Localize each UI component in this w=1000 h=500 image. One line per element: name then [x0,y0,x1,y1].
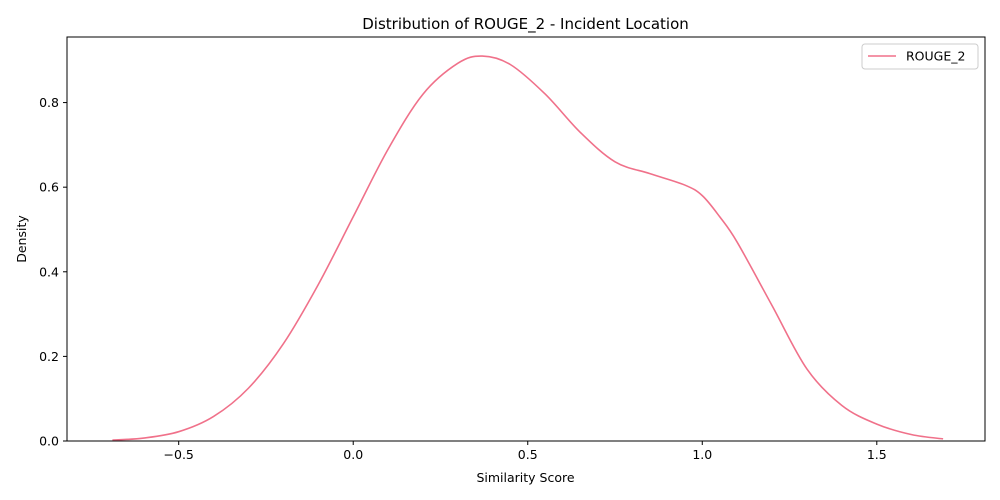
plot-area: −0.5 0.0 0.5 1.0 1.5 0.0 0.2 0.4 0.6 0.8 [39,36,986,462]
legend-box [861,43,979,70]
x-axis-ticks: −0.5 0.0 0.5 1.0 1.5 [164,441,887,462]
x-tick-label: −0.5 [164,447,194,462]
y-tick-label: 0.8 [39,95,59,110]
x-tick-label: 0.5 [518,447,538,462]
y-axis-label: Density [14,215,29,263]
x-tick-label: 0.0 [343,447,363,462]
series-line-rouge-2 [112,55,944,441]
plot-frame [66,36,986,442]
y-tick-label: 0.0 [39,434,59,449]
series-layer [112,55,944,441]
y-axis-ticks: 0.0 0.2 0.4 0.6 0.8 [39,95,67,449]
chart-title: Distribution of ROUGE_2 - Incident Locat… [362,15,689,34]
legend-label: ROUGE_2 [906,49,965,64]
y-tick-label: 0.4 [39,264,59,279]
legend: ROUGE_2 [861,43,979,70]
x-tick-label: 1.0 [692,447,712,462]
y-tick-label: 0.6 [39,180,59,195]
x-axis-label: Similarity Score [476,470,574,485]
y-tick-label: 0.2 [39,349,59,364]
x-tick-label: 1.5 [867,447,887,462]
